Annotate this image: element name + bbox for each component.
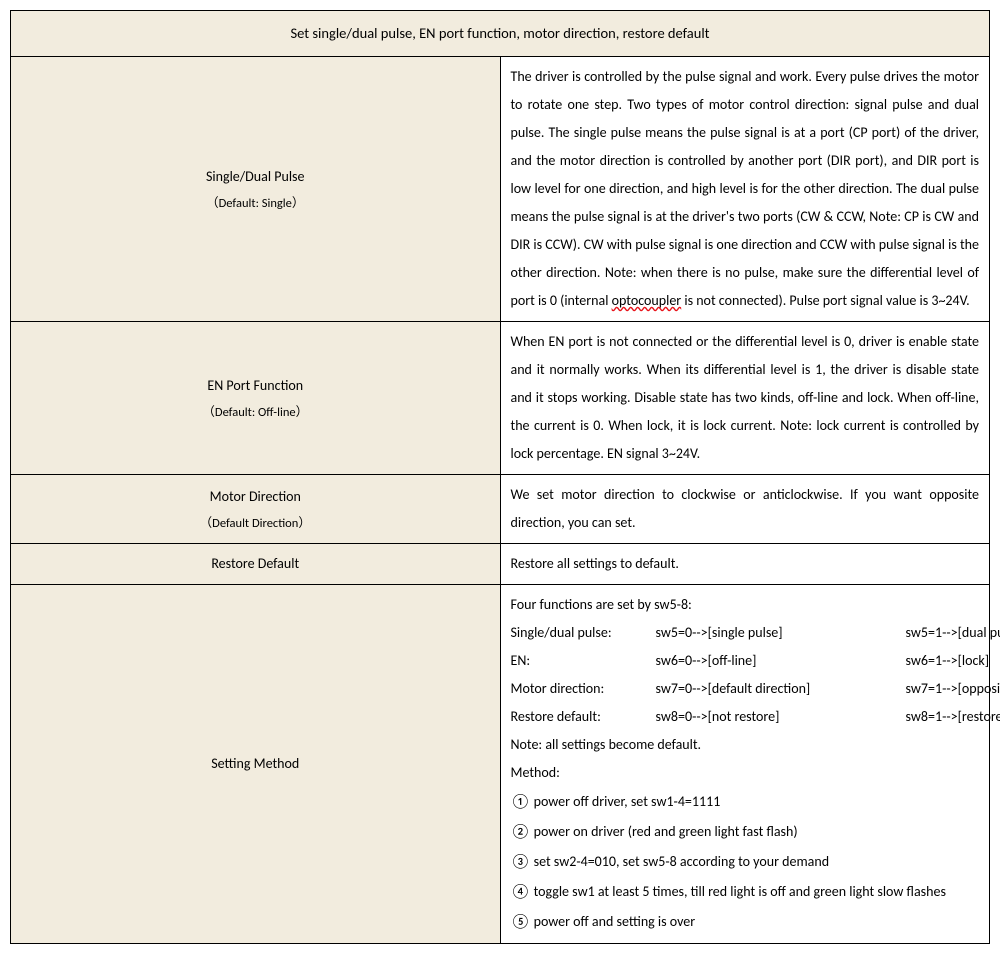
method-heading: Method: [511, 759, 980, 787]
label-single-dual-main: Single/Dual Pulse [206, 168, 304, 185]
row-motor-direction: Motor Direction （Default Direction） We s… [11, 475, 990, 544]
label-en-port-main: EN Port Function [207, 377, 303, 394]
method-step-1: ② power on driver (red and green light f… [511, 817, 980, 847]
sw-line-2-c1: sw7=0-->[default direction] [656, 675, 906, 703]
label-setting-method-main: Setting Method [211, 755, 299, 772]
label-restore-default-main: Restore Default [211, 555, 299, 572]
label-single-dual-sub: （Default: Single） [21, 191, 490, 216]
sw-line-2: Motor direction: sw7=0-->[default direct… [511, 675, 980, 703]
row-setting-method: Setting Method Four functions are set by… [11, 585, 990, 944]
label-setting-method: Setting Method [11, 585, 501, 944]
label-single-dual: Single/Dual Pulse （Default: Single） [11, 57, 501, 322]
label-motor-direction: Motor Direction （Default Direction） [11, 475, 501, 544]
row-restore-default: Restore Default Restore all settings to … [11, 544, 990, 585]
label-motor-direction-main: Motor Direction [210, 488, 301, 505]
sw-line-3-label: Restore default: [511, 703, 656, 731]
method-step-3: ④ toggle sw1 at least 5 times, till red … [511, 877, 980, 907]
table-title: Set single/dual pulse, EN port function,… [290, 24, 709, 42]
step-0-num: ① [511, 793, 531, 811]
sw-line-1-label: EN: [511, 647, 656, 675]
content-motor-direction: We set motor direction to clockwise or a… [500, 475, 990, 544]
step-3-num: ④ [511, 883, 531, 901]
settings-table: Set single/dual pulse, EN port function,… [10, 10, 990, 944]
label-restore-default: Restore Default [11, 544, 501, 585]
sw-note: Note: all settings become default. [511, 731, 980, 759]
sw-line-0-label: Single/dual pulse: [511, 619, 656, 647]
sw-line-2-c2: sw7=1-->[opposite direction] [906, 675, 1000, 703]
table-header-row: Set single/dual pulse, EN port function,… [11, 11, 990, 57]
method-step-0: ① power off driver, set sw1-4=1111 [511, 787, 980, 817]
sw-line-1-c1: sw6=0-->[off-line] [656, 647, 906, 675]
method-step-2: ③ set sw2-4=010, set sw5-8 according to … [511, 847, 980, 877]
step-1-num: ② [511, 823, 531, 841]
sw-line-3-c1: sw8=0-->[not restore] [656, 703, 906, 731]
content-en-port: When EN port is not connected or the dif… [500, 322, 990, 475]
step-1-text: power on driver (red and green light fas… [530, 823, 797, 840]
step-3-text: toggle sw1 at least 5 times, till red li… [530, 883, 946, 900]
sw-intro: Four functions are set by sw5-8: [511, 591, 980, 619]
row-single-dual-pulse: Single/Dual Pulse （Default: Single） The … [11, 57, 990, 322]
step-4-text: power off and setting is over [530, 913, 695, 930]
step-2-num: ③ [511, 853, 531, 871]
sw-line-3-c2: sw8=1-->[restore] [906, 703, 1000, 731]
sw-line-2-label: Motor direction: [511, 675, 656, 703]
sw-line-3: Restore default: sw8=0-->[not restore] s… [511, 703, 980, 731]
sw-line-0-c1: sw5=0-->[single pulse] [656, 619, 906, 647]
sw-line-1: EN: sw6=0-->[off-line] sw6=1-->[lock] [511, 647, 980, 675]
content-single-dual-pre: The driver is controlled by the pulse si… [511, 68, 980, 309]
label-en-port: EN Port Function （Default: Off-line） [11, 322, 501, 475]
sw-line-1-c2: sw6=1-->[lock] [906, 647, 990, 675]
content-single-dual-post: is not connected). Pulse port signal val… [681, 292, 970, 309]
label-en-port-sub: （Default: Off-line） [21, 400, 490, 425]
method-step-4: ⑤ power off and setting is over [511, 907, 980, 937]
label-motor-direction-sub: （Default Direction） [21, 511, 490, 536]
content-single-dual: The driver is controlled by the pulse si… [500, 57, 990, 322]
step-0-text: power off driver, set sw1-4=1111 [530, 793, 720, 810]
sw-line-0: Single/dual pulse: sw5=0-->[single pulse… [511, 619, 980, 647]
row-en-port: EN Port Function （Default: Off-line） Whe… [11, 322, 990, 475]
content-setting-method: Four functions are set by sw5-8: Single/… [500, 585, 990, 944]
step-2-text: set sw2-4=010, set sw5-8 according to yo… [530, 853, 829, 870]
sw-line-0-c2: sw5=1-->[dual pulse] [906, 619, 1000, 647]
content-restore-default: Restore all settings to default. [500, 544, 990, 585]
step-4-num: ⑤ [511, 913, 531, 931]
table-title-cell: Set single/dual pulse, EN port function,… [11, 11, 990, 57]
misspelled-optocoupler: optocoupler [612, 292, 682, 309]
setting-method-block: Four functions are set by sw5-8: Single/… [511, 591, 980, 937]
